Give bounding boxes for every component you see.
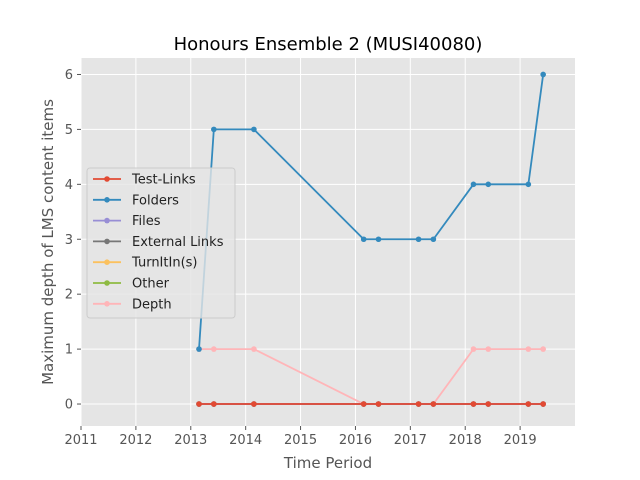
chart-title: Honours Ensemble 2 (MUSI40080) [174,34,483,55]
data-point-folders [375,236,382,243]
legend-label-folders: Folders [132,193,179,208]
data-point-test-links [470,401,477,407]
data-point-depth [470,346,477,352]
data-point-folders [485,181,492,188]
data-point-test-links [196,401,202,407]
x-tick-label: 2012 [119,433,152,448]
y-axis-label: Maximum depth of LMS content items [39,99,57,385]
y-tick-label: 0 [65,398,73,413]
legend-marker-folders [104,197,110,203]
legend-marker-turnitin-s [104,259,110,266]
legend-marker-files [104,217,110,224]
data-point-folders [360,236,367,243]
data-point-test-links [415,401,422,407]
x-tick-label: 2014 [229,433,262,448]
y-tick-label: 3 [65,233,73,248]
data-point-test-links [485,401,492,407]
data-point-folders [540,71,546,78]
data-point-folders [415,236,422,243]
legend: Test-Links Folders Files External Links Turn… [86,167,236,319]
data-point-folders [196,346,202,352]
legend-marker-external-links [104,238,110,245]
legend-marker-other [104,280,110,286]
data-point-test-links [540,401,546,407]
x-tick-label: 2013 [174,433,207,448]
data-point-folders [211,126,217,133]
legend-label-external-links: External Links [132,235,224,250]
data-point-folders [251,126,257,133]
series-test-links [196,401,546,407]
y-tick-label: 1 [65,343,73,358]
legend-label-turnitin-s: TurnItIn(s) [131,256,197,271]
x-tick-label: 2011 [64,433,97,448]
x-tick-label: 2015 [284,433,317,448]
legend-label-files: Files [132,214,161,229]
y-tick-label: 4 [65,178,73,193]
x-tick-label: 2019 [504,433,537,448]
data-point-test-links [525,401,532,407]
y-tick-label: 6 [65,68,73,83]
data-point-test-links [360,401,367,407]
legend-marker-depth [104,301,110,307]
legend-label-other: Other [132,277,170,292]
legend-box [86,167,236,319]
data-point-depth [251,346,257,352]
grid [80,58,575,426]
legend-label-test-links: Test-Links [131,173,196,188]
data-point-depth [211,346,217,352]
data-point-test-links [430,401,437,407]
x-tick-label: 2017 [394,433,427,448]
data-point-depth [485,346,492,352]
data-point-test-links [211,401,217,407]
series-lines [196,71,546,407]
x-axis-label: Time Period [283,454,372,472]
data-point-folders [430,236,437,243]
axis-ticks: 2011 2012 2013 2014 2015 2016 2017 2018 2019 0 1 2 3… [64,68,536,448]
data-point-folders [525,181,532,188]
series-folders [196,71,546,352]
x-tick-label: 2016 [339,433,372,448]
data-point-folders [470,181,477,188]
data-point-depth [540,346,546,352]
y-tick-label: 2 [65,288,73,303]
data-point-test-links [375,401,382,407]
legend-label-depth: Depth [132,297,172,312]
y-tick-label: 5 [65,123,73,138]
legend-marker-test-links [104,176,110,182]
data-point-depth [525,346,532,352]
x-tick-label: 2018 [449,433,482,448]
data-point-test-links [251,401,257,407]
